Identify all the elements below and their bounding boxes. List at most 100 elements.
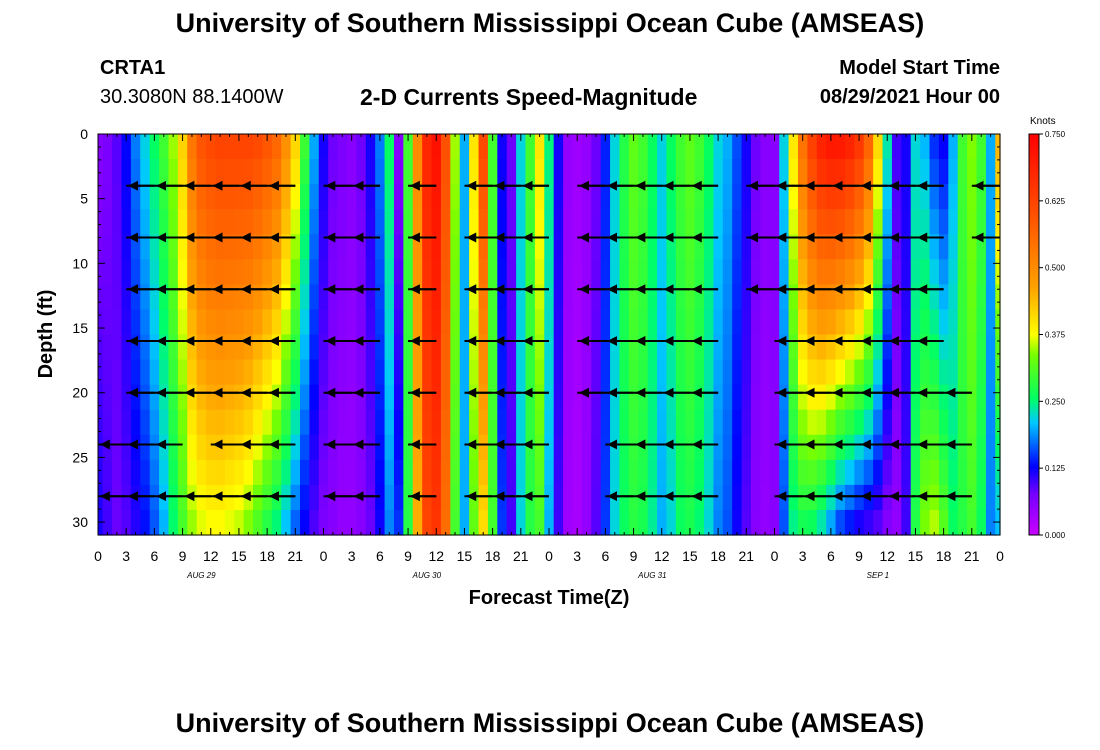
heatmap-cell — [553, 359, 564, 386]
heatmap-cell — [130, 184, 141, 210]
station-coordinates: 30.3080N 88.1400W — [100, 86, 284, 108]
heatmap-cell — [318, 284, 329, 311]
heatmap-cell — [525, 259, 536, 285]
heatmap-cell — [149, 384, 160, 411]
heatmap-cell — [713, 459, 724, 486]
x-tick-label: 12 — [654, 548, 670, 564]
heatmap-cell — [525, 359, 536, 386]
heatmap-cell — [779, 284, 790, 311]
heatmap-cell — [694, 259, 705, 285]
heatmap-cell — [910, 259, 921, 285]
heatmap-cell — [779, 159, 790, 185]
heatmap-cell — [553, 484, 564, 511]
heatmap-cell — [666, 409, 677, 436]
heatmap-cell — [506, 384, 517, 411]
heatmap-cell — [891, 259, 902, 285]
heatmap-cell — [600, 459, 611, 486]
heatmap-cell — [854, 334, 865, 361]
heatmap-cell — [98, 184, 104, 210]
heatmap-cell — [384, 384, 395, 411]
heatmap-cell — [253, 334, 264, 361]
heatmap-cell — [807, 459, 818, 486]
heatmap-cell — [243, 434, 254, 461]
heatmap-cell — [985, 209, 996, 235]
heatmap-cell — [910, 309, 921, 336]
heatmap-cell — [967, 359, 978, 386]
heatmap-cell — [365, 234, 376, 260]
heatmap-cell — [572, 459, 583, 486]
heatmap-cell — [440, 234, 451, 260]
heatmap-cell — [581, 284, 592, 311]
heatmap-cell — [346, 459, 357, 486]
heatmap-cell — [779, 484, 790, 511]
heatmap-cell — [478, 459, 489, 486]
heatmap-cell — [215, 459, 226, 486]
heatmap-cell — [168, 134, 179, 160]
colorbar-tick-label: 0.750 — [1045, 130, 1066, 139]
heatmap-cell — [112, 134, 123, 160]
heatmap-cell — [243, 234, 254, 260]
heatmap-cell — [957, 284, 968, 311]
heatmap-cell — [788, 409, 799, 436]
heatmap-cell — [844, 184, 855, 210]
heatmap-cell — [882, 509, 893, 536]
heatmap-cell — [384, 509, 395, 536]
heatmap-cell — [177, 259, 188, 285]
heatmap-cell — [262, 234, 273, 260]
heatmap-cell — [591, 259, 602, 285]
heatmap-cell — [769, 259, 780, 285]
heatmap-cell — [215, 209, 226, 235]
heatmap-cell — [873, 409, 884, 436]
heatmap-cell — [337, 334, 348, 361]
heatmap-cell — [112, 234, 123, 260]
heatmap-cell — [628, 509, 639, 536]
heatmap-cell — [440, 359, 451, 386]
heatmap-cell — [901, 284, 912, 311]
heatmap-cell — [140, 434, 151, 461]
heatmap-cell — [440, 159, 451, 185]
heatmap-cell — [271, 359, 282, 386]
heatmap-cell — [797, 459, 808, 486]
heatmap-cell — [356, 159, 367, 185]
heatmap-cell — [412, 484, 423, 511]
heatmap-cell — [722, 359, 733, 386]
heatmap-cell — [948, 434, 959, 461]
heatmap-cell — [694, 509, 705, 536]
heatmap-cell — [685, 434, 696, 461]
x-tick-label: 0 — [545, 548, 553, 564]
heatmap-cell — [628, 459, 639, 486]
heatmap-cell — [309, 359, 320, 386]
heatmap-cell — [544, 184, 555, 210]
heatmap-cell — [563, 334, 574, 361]
heatmap-cell — [666, 159, 677, 185]
heatmap-cell — [610, 384, 621, 411]
heatmap-cell — [281, 359, 292, 386]
heatmap-cell — [187, 509, 198, 536]
heatmap-cell — [450, 234, 461, 260]
heatmap-cell — [901, 384, 912, 411]
heatmap-cell — [534, 459, 545, 486]
heatmap-cell — [168, 309, 179, 336]
heatmap-cell — [863, 209, 874, 235]
heatmap-cell — [675, 284, 686, 311]
heatmap-cell — [149, 284, 160, 311]
heatmap-cell — [534, 284, 545, 311]
heatmap-cell — [459, 409, 470, 436]
heatmap-cell — [891, 509, 902, 536]
heatmap-cell — [215, 234, 226, 260]
heatmap-cell — [638, 309, 649, 336]
heatmap-cell — [98, 284, 104, 311]
heatmap-cell — [722, 284, 733, 311]
heatmap-cell — [356, 334, 367, 361]
day-label: SEP 1 — [867, 571, 889, 580]
heatmap-cell — [187, 459, 198, 486]
heatmap-cell — [253, 484, 264, 511]
heatmap-cell — [600, 134, 611, 160]
heatmap-cell — [995, 359, 1001, 386]
heatmap-cell — [553, 284, 564, 311]
heatmap-cell — [375, 459, 386, 486]
heatmap-cell — [666, 259, 677, 285]
heatmap-cell — [769, 459, 780, 486]
heatmap-cell — [816, 134, 827, 160]
heatmap-cell — [206, 459, 217, 486]
